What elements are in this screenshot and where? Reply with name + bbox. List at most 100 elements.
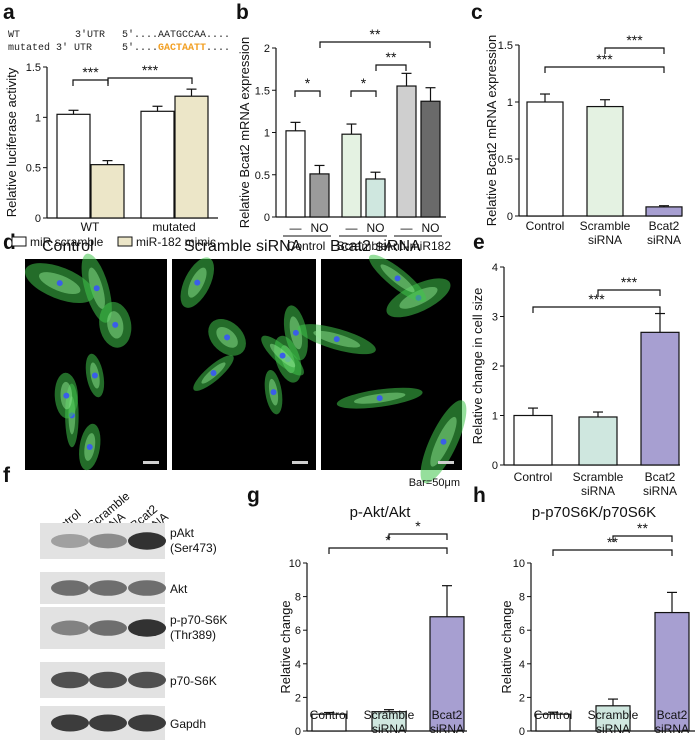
y-tick-label: 1: [492, 411, 498, 423]
significance-bracket: [328, 547, 448, 554]
scale-bar-label: Bar=50μm: [409, 477, 460, 489]
category-label-line1: Bcat2: [649, 219, 680, 233]
significance-bracket: [388, 533, 448, 540]
significance-bracket: [597, 289, 661, 296]
bar: [420, 100, 441, 218]
bar: [640, 331, 680, 466]
category-label-line1: Scramble: [364, 708, 415, 722]
blot-band: [51, 714, 89, 732]
significance-bracket: [294, 90, 321, 97]
significance-bracket: [544, 66, 665, 73]
blot-band: [51, 580, 89, 596]
mutated-sequence-suffix: ....: [206, 43, 230, 54]
panel-label-a: a: [3, 1, 15, 24]
category-label-line2: siRNA: [372, 722, 406, 736]
group-label-wt: WT: [81, 220, 100, 234]
y-tick-label: 0: [35, 213, 41, 225]
significance-label: ***: [588, 291, 605, 307]
chart-b: 0 0.5 1 1.5 2 Relative Bcat2 mRNA expression *…: [237, 26, 451, 253]
legend-label-mimic: miR-182 mimic: [136, 235, 216, 249]
nucleus: [224, 334, 231, 341]
significance-bracket: [350, 90, 377, 97]
nucleus: [279, 352, 286, 359]
bar: [526, 101, 564, 217]
panel-label-c: c: [471, 1, 483, 24]
bar: [309, 173, 330, 218]
micrograph-title-control: Control: [42, 238, 94, 255]
chart-title: p-Akt/Akt: [350, 504, 412, 521]
nucleus: [376, 395, 383, 402]
bar: [90, 164, 125, 219]
significance-label: *: [415, 518, 421, 534]
nucleus: [63, 392, 70, 399]
category-label: Control: [514, 470, 553, 484]
y-tick-label: 6: [295, 625, 301, 637]
wt-region-label: 3'UTR: [75, 29, 105, 41]
y-tick-label: 2: [519, 692, 525, 704]
y-tick-label: 8: [519, 592, 525, 604]
blot-band: [128, 532, 166, 550]
category-label-line2: siRNA: [647, 233, 681, 247]
blot-band: [51, 533, 89, 549]
significance-bracket: [532, 306, 661, 313]
nucleus: [91, 372, 98, 379]
significance-label: ***: [596, 51, 613, 67]
nucleus: [93, 285, 100, 292]
blot-label: Akt: [170, 582, 188, 596]
legend-swatch-mimic: [117, 236, 133, 247]
category-label-line1: Scramble: [580, 219, 631, 233]
cell-fluorescence: [24, 253, 467, 484]
category-label-line2: siRNA: [588, 233, 622, 247]
chart-title: p-p70S6K/p70S6K: [532, 504, 656, 521]
y-tick-label: 1.5: [498, 40, 513, 52]
blot-band: [128, 580, 166, 596]
blot-band: [128, 619, 166, 637]
significance-bracket: [319, 41, 431, 48]
blot-strips: pAkt(Ser473) Akt p-p70-S6K(Thr389) p70-S6K G…: [40, 523, 227, 740]
panel-label-f: f: [3, 464, 11, 487]
western-blot-panel: Control Scramble siRNA Bcat2 siRNA pAkt(…: [40, 489, 227, 740]
bar: [56, 113, 91, 219]
significance-label: **: [637, 520, 648, 536]
significance-label: ***: [626, 32, 643, 48]
y-tick-label: 4: [295, 659, 301, 671]
y-tick-label: 0: [507, 211, 513, 223]
significance-bracket: [375, 64, 407, 71]
mutated-sequence-prefix: 5'....: [122, 42, 158, 54]
category-label-line2: siRNA: [643, 484, 677, 498]
blot-label: p-p70-S6K: [170, 613, 227, 627]
bar: [174, 95, 209, 219]
category-label-line2: siRNA: [655, 722, 689, 736]
y-tick-label: 2: [264, 43, 270, 55]
blot-band: [89, 533, 127, 549]
utr-sequences: WT 3'UTR 5'....AATGCCAA.... mutated 3' U…: [8, 29, 230, 54]
bar-sublabel: —: [401, 221, 413, 235]
y-tick-label: 0.5: [26, 163, 41, 175]
y-axis-label: Relative change in cell size: [470, 288, 485, 445]
category-label-line2: siRNA: [430, 722, 464, 736]
nucleus: [112, 321, 119, 328]
scale-bar: [143, 461, 159, 464]
category-label: Control: [526, 219, 565, 233]
y-tick-label: 0: [492, 460, 498, 472]
significance-label: *: [305, 75, 311, 91]
y-tick-label: 4: [519, 659, 525, 671]
category-label: Control: [310, 708, 349, 722]
y-tick-label: 0.5: [498, 154, 513, 166]
bar: [396, 85, 417, 218]
group-label-scramble: Scramble: [337, 239, 388, 253]
y-axis-label: Relative change: [499, 600, 514, 693]
bar: [285, 130, 306, 218]
y-tick-label: 1: [507, 97, 513, 109]
nucleus: [56, 280, 63, 287]
chart-a: 0 0.5 1 1.5 Relative luciferase activity *** *…: [4, 62, 218, 249]
bar: [586, 105, 624, 217]
y-axis-label: Relative Bcat2 mRNA expression: [237, 37, 252, 228]
y-tick-label: 1: [264, 128, 270, 140]
y-tick-label: 1.5: [255, 85, 270, 97]
blot-band: [89, 580, 127, 596]
y-tick-label: 10: [289, 558, 301, 570]
significance-label: **: [607, 534, 618, 550]
